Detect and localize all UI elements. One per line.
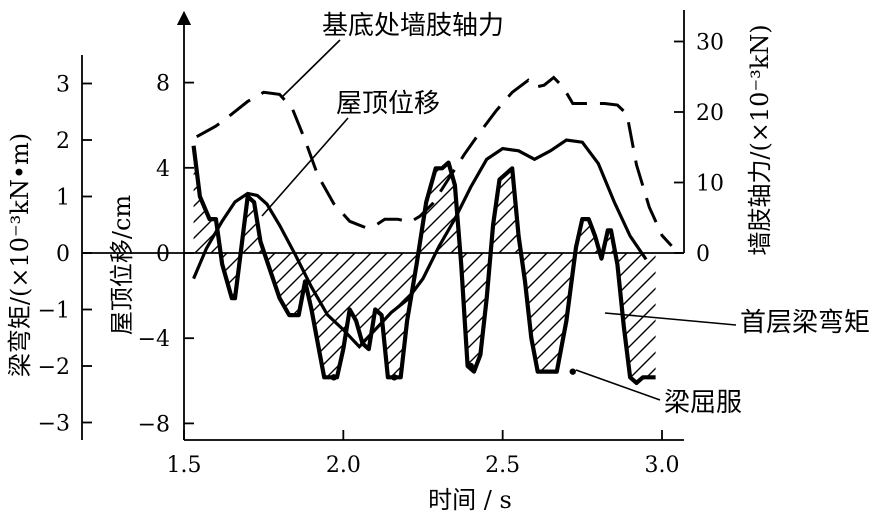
moment-tick-label: −1 bbox=[38, 299, 70, 324]
moment-tick-label: 1 bbox=[56, 186, 70, 211]
moment-tick-label: 3 bbox=[56, 73, 70, 98]
displacement-tick-label: 8 bbox=[156, 72, 170, 97]
moment-tick-label: 2 bbox=[56, 129, 70, 154]
annotation-axial-force: 基底处墙肢轴力 bbox=[280, 11, 504, 99]
annotation-roof-disp-leader bbox=[261, 117, 349, 217]
axial-tick-label: 10 bbox=[696, 172, 724, 197]
beam-yield-point bbox=[467, 362, 474, 370]
annotation-roof-disp: 屋顶位移 bbox=[261, 89, 440, 217]
axial-tick-label: 0 bbox=[696, 242, 710, 267]
plot-layer bbox=[82, 75, 684, 385]
x-tick-label: 2.0 bbox=[326, 453, 361, 478]
moment-tick-label: −2 bbox=[38, 355, 70, 380]
beam-yield-point bbox=[330, 374, 337, 381]
annotation-beam-moment: 首层梁弯矩 bbox=[604, 308, 870, 338]
axial-tick-label: 20 bbox=[696, 101, 724, 126]
beam-yield-point bbox=[569, 368, 576, 375]
displacement-axis-label: 屋顶位移/cm bbox=[108, 195, 136, 336]
x-tick-label: 1.5 bbox=[167, 453, 202, 478]
annotation-beam-yield-text: 梁屈服 bbox=[664, 388, 742, 418]
displacement-tick-label: −8 bbox=[138, 412, 170, 437]
annotation-beam-yield: 梁屈服 bbox=[575, 369, 742, 418]
moment-tick-label: 0 bbox=[56, 242, 70, 267]
axial-tick-label: 30 bbox=[696, 31, 724, 56]
axes-layer bbox=[81, 10, 685, 441]
moment-tick-label: −3 bbox=[38, 412, 70, 437]
annotation-beam-moment-text: 首层梁弯矩 bbox=[740, 308, 870, 338]
moment-axis-label: 梁弯矩/(×10⁻³kN•m) bbox=[6, 133, 34, 377]
x-axis-label: 时间 / s bbox=[428, 486, 512, 514]
beam-yield-point bbox=[391, 374, 398, 381]
annotation-beam-yield-leader bbox=[575, 369, 661, 401]
x-tick-label: 3.0 bbox=[645, 453, 680, 478]
beam-moment-line bbox=[191, 145, 656, 385]
annotation-axial-force-leader bbox=[280, 39, 341, 99]
moment-hatch-area bbox=[193, 145, 656, 383]
roof-displacement-line bbox=[192, 138, 648, 350]
annotation-beam-moment-leader bbox=[604, 312, 737, 326]
annotation-roof-disp-text: 屋顶位移 bbox=[336, 89, 440, 119]
axial-axis-label: 墙肢轴力/(×10⁻³kN) bbox=[746, 24, 774, 255]
x-tick-label: 2.5 bbox=[485, 453, 520, 478]
displacement-tick-label: 0 bbox=[156, 242, 170, 267]
annotation-axial-force-text: 基底处墙肢轴力 bbox=[322, 11, 504, 41]
displacement-tick-label: −4 bbox=[138, 327, 170, 352]
axial-force-line bbox=[195, 75, 673, 247]
displacement-tick-label: 4 bbox=[156, 157, 170, 182]
